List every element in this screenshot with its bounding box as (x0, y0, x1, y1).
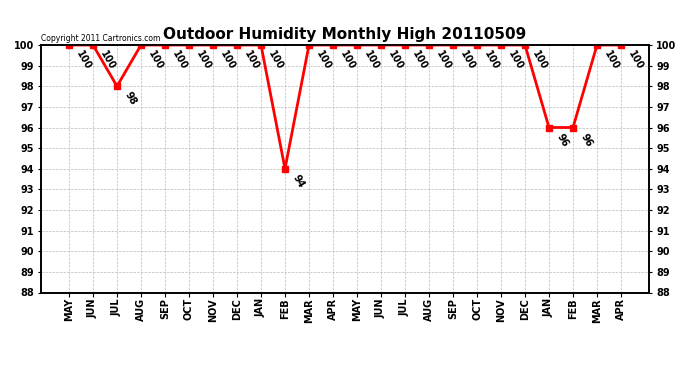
Text: 100: 100 (243, 49, 262, 72)
Text: 100: 100 (195, 49, 213, 72)
Text: 100: 100 (482, 49, 502, 72)
Text: 100: 100 (339, 49, 357, 72)
Text: Copyright 2011 Cartronics.com: Copyright 2011 Cartronics.com (41, 33, 161, 42)
Text: 100: 100 (266, 49, 286, 72)
Text: 100: 100 (531, 49, 549, 72)
Text: 100: 100 (146, 49, 166, 72)
Text: 100: 100 (627, 49, 645, 72)
Text: 94: 94 (290, 173, 306, 190)
Text: 100: 100 (435, 49, 453, 72)
Text: 100: 100 (459, 49, 477, 72)
Text: 96: 96 (555, 132, 570, 148)
Text: 100: 100 (411, 49, 429, 72)
Text: 100: 100 (506, 49, 525, 72)
Text: 100: 100 (99, 49, 117, 72)
Text: 100: 100 (362, 49, 382, 72)
Text: 100: 100 (386, 49, 405, 72)
Text: 100: 100 (602, 49, 621, 72)
Text: 98: 98 (123, 90, 138, 107)
Title: Outdoor Humidity Monthly High 20110509: Outdoor Humidity Monthly High 20110509 (164, 27, 526, 42)
Text: 100: 100 (170, 49, 189, 72)
Text: 100: 100 (75, 49, 93, 72)
Text: 100: 100 (219, 49, 237, 72)
Text: 96: 96 (578, 132, 594, 148)
Text: 100: 100 (315, 49, 333, 72)
